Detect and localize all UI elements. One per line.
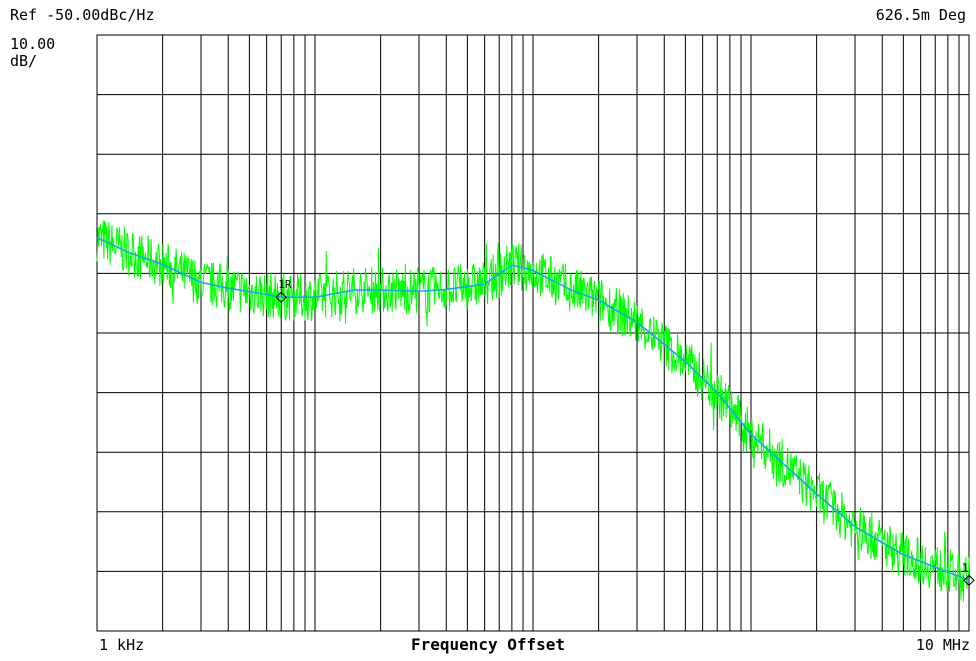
raw-trace-group <box>96 220 970 602</box>
marker-label: 1R <box>278 278 292 291</box>
marker-diamond[interactable] <box>275 291 287 303</box>
x-axis-title: Frequency Offset <box>410 635 566 654</box>
marker-label: 1 <box>962 561 969 574</box>
scale-unit-label: dB/ <box>10 52 38 70</box>
x-axis-end-label: 10 MHz <box>915 636 970 654</box>
marker-diamond[interactable] <box>963 574 975 587</box>
reference-level-label: Ref -50.00dBc/Hz <box>10 6 155 24</box>
smoothed-trace-group <box>96 236 970 582</box>
scale-value-label: 10.00 <box>10 35 56 53</box>
raw-phase-noise-trace <box>96 220 970 602</box>
marker-group: 1R 1 <box>275 278 975 587</box>
plot-grid <box>96 34 970 632</box>
x-axis-start-label: 1 kHz <box>99 636 145 654</box>
integrated-phase-readout: 626.5m Deg <box>875 6 966 24</box>
smoothed-phase-noise-trace <box>96 236 970 582</box>
